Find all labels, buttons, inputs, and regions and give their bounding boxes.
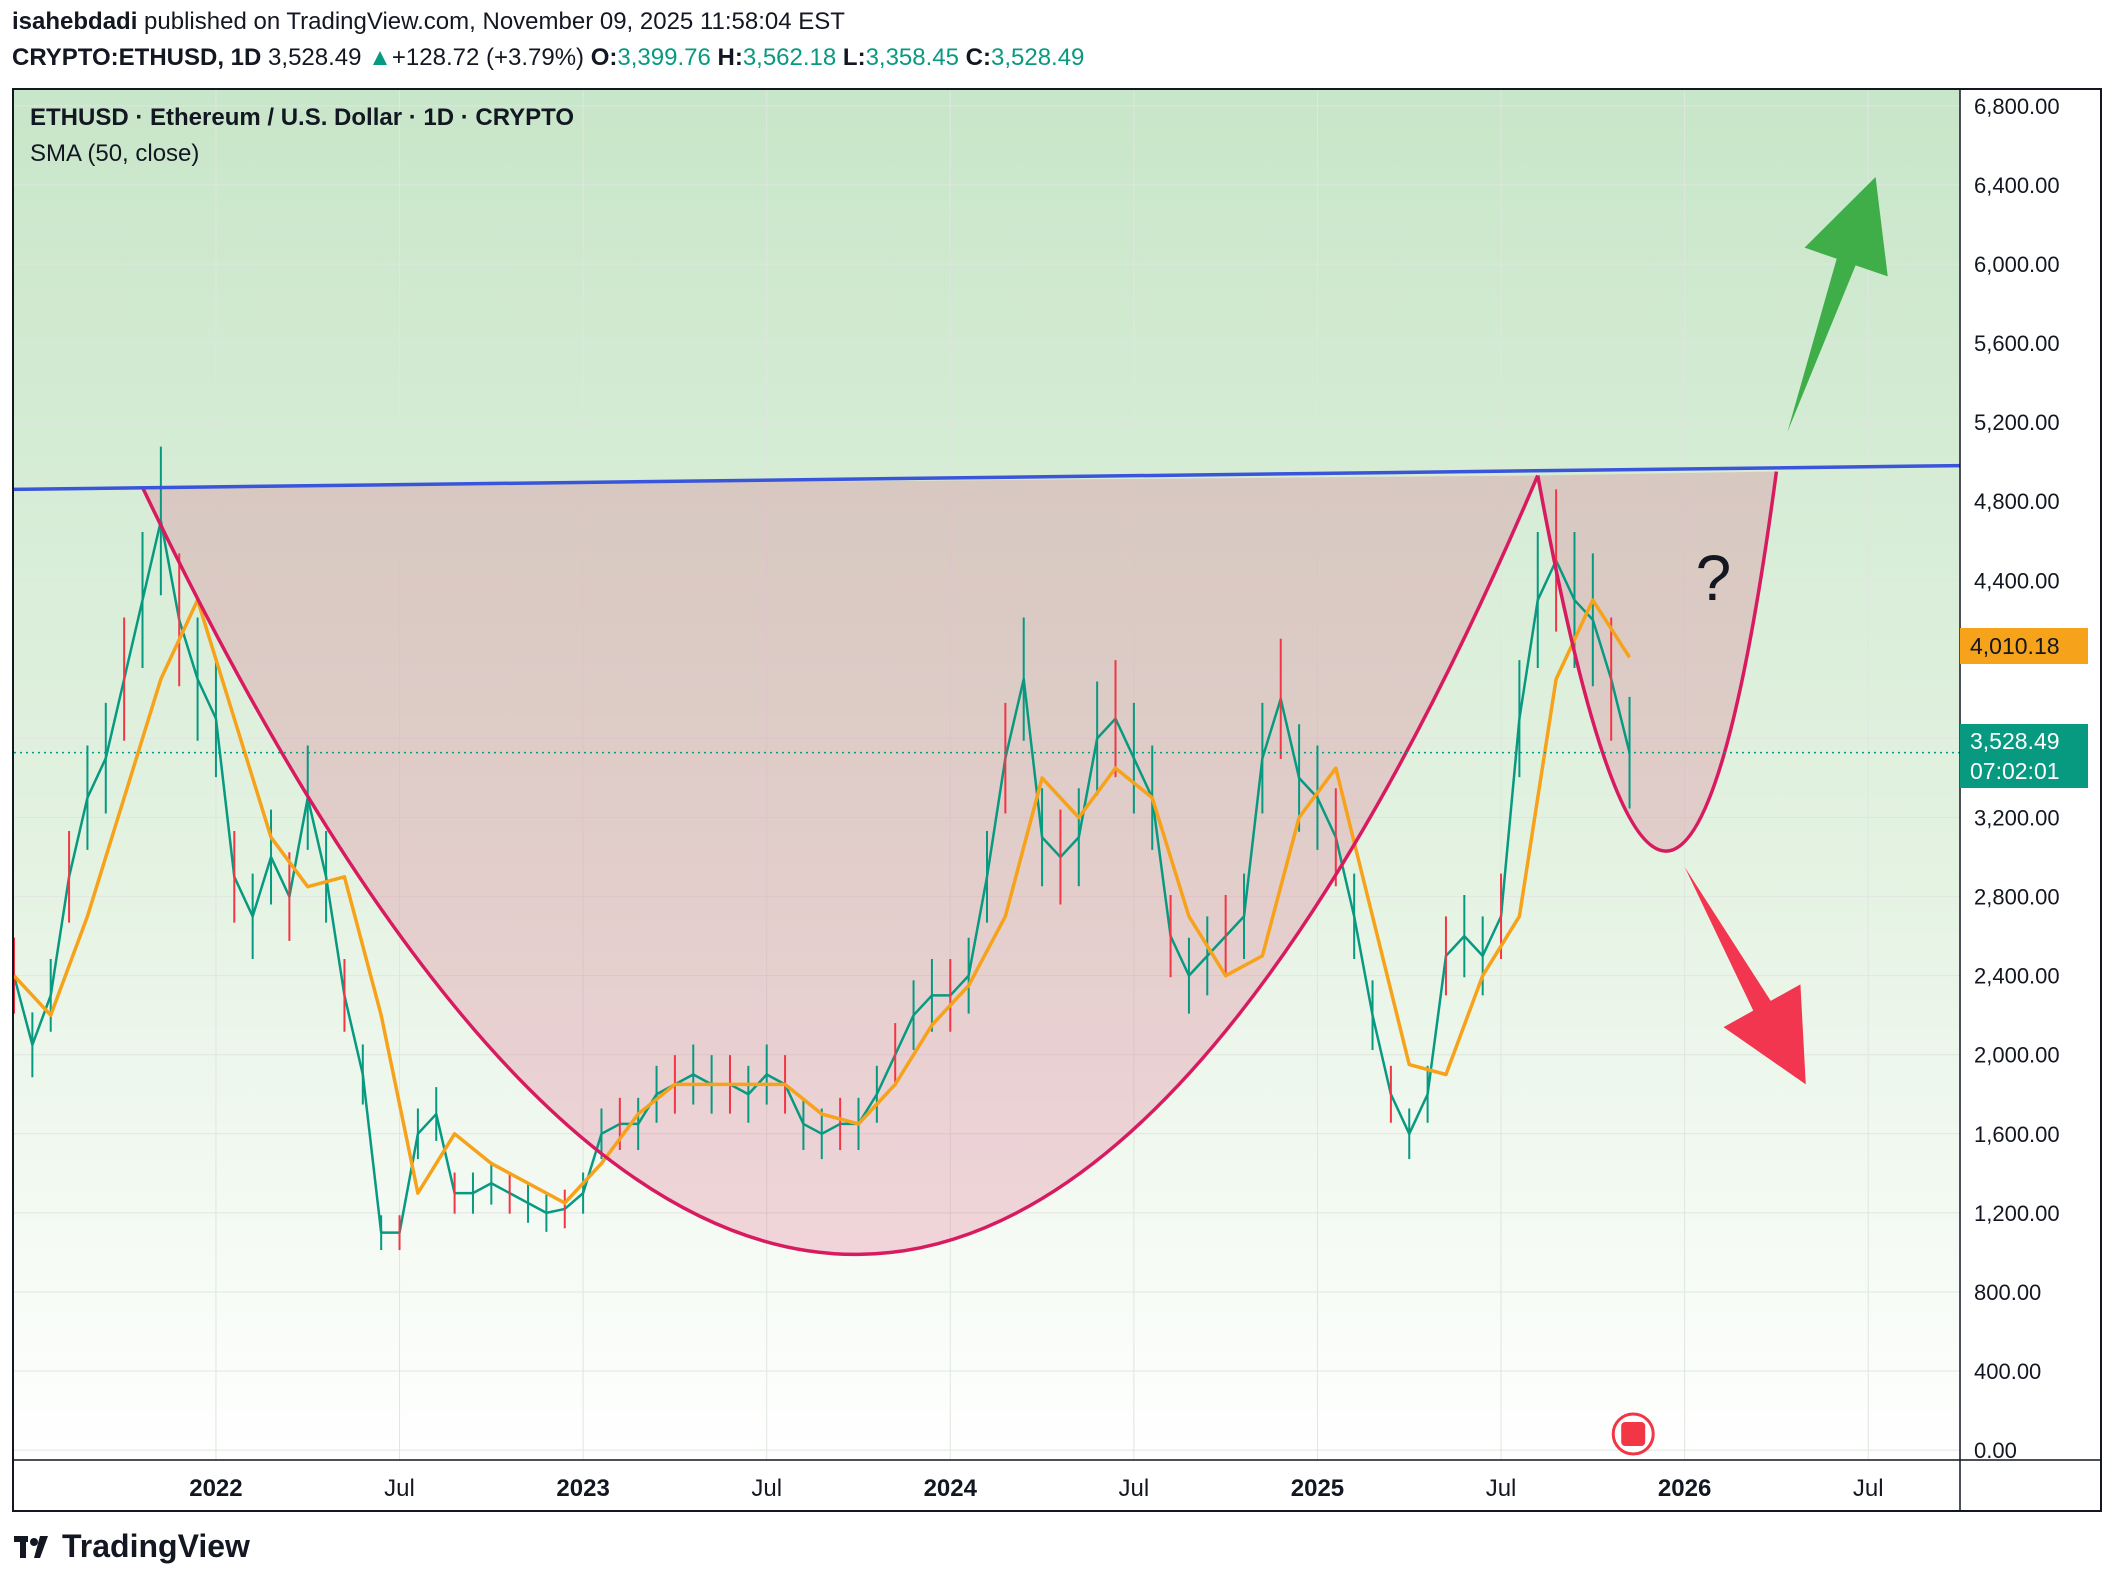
x-tick-label: Jul bbox=[751, 1475, 782, 1502]
handle-curve bbox=[1536, 471, 1779, 853]
bullish-arrow bbox=[1787, 176, 1888, 433]
y-tick-label: 5,600.00 bbox=[1974, 331, 2060, 356]
x-tick-label: Jul bbox=[384, 1475, 415, 1502]
sma-price-tag: 4,010.18 bbox=[1960, 628, 2088, 664]
open-value: 3,399.76 bbox=[617, 44, 711, 71]
quote-line: CRYPTO:ETHUSD, 1D 3,528.49 ▲+128.72 (+3.… bbox=[12, 44, 1084, 72]
x-tick-label: Jul bbox=[1486, 1475, 1517, 1502]
chart-frame[interactable]: ? 0.00 400.00 800.00 1,200.00 1,600.00 2,000.0… bbox=[12, 88, 2102, 1512]
legend-indicator[interactable]: SMA (50, close) bbox=[30, 140, 200, 167]
y-tick-label: 800.00 bbox=[1974, 1280, 2041, 1305]
last-price-tag-value: 3,528.49 bbox=[1970, 728, 2060, 754]
cup-curve bbox=[140, 474, 1540, 1256]
question-mark-annotation: ? bbox=[1696, 542, 1732, 614]
plot-background bbox=[14, 90, 1960, 1460]
close-label: C: bbox=[965, 44, 991, 71]
high-label: H: bbox=[717, 44, 743, 71]
cup-fill bbox=[142, 475, 1538, 1255]
low-value: 3,358.45 bbox=[865, 44, 959, 71]
y-tick-label: 0.00 bbox=[1974, 1438, 2017, 1463]
bearish-arrow bbox=[1684, 866, 1806, 1085]
resistance-line bbox=[14, 463, 1961, 492]
footer-brand[interactable]: TradingView bbox=[14, 1528, 250, 1565]
x-tick-label: 2026 bbox=[1658, 1475, 1711, 1502]
author[interactable]: isahebdadi bbox=[12, 8, 138, 35]
y-tick-label: 400.00 bbox=[1974, 1359, 2041, 1384]
x-tick-label: 2023 bbox=[556, 1475, 609, 1502]
high-value: 3,562.18 bbox=[742, 44, 837, 71]
countdown-timer: 07:02:01 bbox=[1970, 758, 2060, 784]
x-tick-label: Jul bbox=[1119, 1475, 1150, 1502]
brand-name: TradingView bbox=[62, 1528, 250, 1564]
y-tick-label: 3,200.00 bbox=[1974, 806, 2060, 831]
legend-title[interactable]: ETHUSD · Ethereum / U.S. Dollar · 1D · C… bbox=[30, 104, 575, 131]
chart-canvas[interactable]: ? 0.00 400.00 800.00 1,200.00 1,600.00 2,000.0… bbox=[14, 90, 2100, 1510]
change-arrow-icon: ▲ bbox=[368, 44, 392, 71]
handle-fill bbox=[1537, 471, 1777, 852]
y-tick-label: 6,000.00 bbox=[1974, 252, 2060, 277]
x-tick-label: 2025 bbox=[1291, 1475, 1344, 1502]
y-tick-label: 6,800.00 bbox=[1974, 94, 2060, 119]
y-tick-label: 6,400.00 bbox=[1974, 173, 2060, 198]
change-value: +128.72 (+3.79%) bbox=[391, 44, 585, 71]
publication-line: isahebdadi published on TradingView.com,… bbox=[12, 8, 845, 36]
y-tick-label: 4,400.00 bbox=[1974, 568, 2060, 593]
symbol-label: CRYPTO:ETHUSD, 1D bbox=[12, 44, 262, 71]
last-price-tag: 3,528.49 07:02:01 bbox=[1960, 724, 2088, 788]
chart-legend: ETHUSD · Ethereum / U.S. Dollar · 1D · C… bbox=[30, 104, 574, 168]
y-tick-label: 1,200.00 bbox=[1974, 1201, 2060, 1226]
x-tick-label: 2024 bbox=[924, 1475, 978, 1502]
low-label: L: bbox=[842, 44, 866, 71]
x-tick-label: 2022 bbox=[189, 1475, 242, 1502]
y-tick-label: 1,600.00 bbox=[1974, 1122, 2060, 1147]
close-value: 3,528.49 bbox=[990, 44, 1085, 71]
published-text: published on TradingView.com, November 0… bbox=[144, 8, 845, 35]
open-label: O: bbox=[590, 44, 618, 71]
y-tick-label: 2,400.00 bbox=[1974, 964, 2060, 989]
flag-stripes bbox=[1621, 1422, 1646, 1446]
tradingview-logo-icon bbox=[14, 1535, 48, 1558]
y-tick-label: 2,800.00 bbox=[1974, 885, 2060, 910]
y-tick-label: 2,000.00 bbox=[1974, 1043, 2060, 1068]
last-price: 3,528.49 bbox=[268, 44, 362, 71]
x-tick-label: Jul bbox=[1853, 1475, 1884, 1502]
sma-series-line bbox=[14, 598, 1632, 1205]
y-tick-label: 4,800.00 bbox=[1974, 489, 2060, 514]
y-tick-label: 5,200.00 bbox=[1974, 410, 2060, 435]
